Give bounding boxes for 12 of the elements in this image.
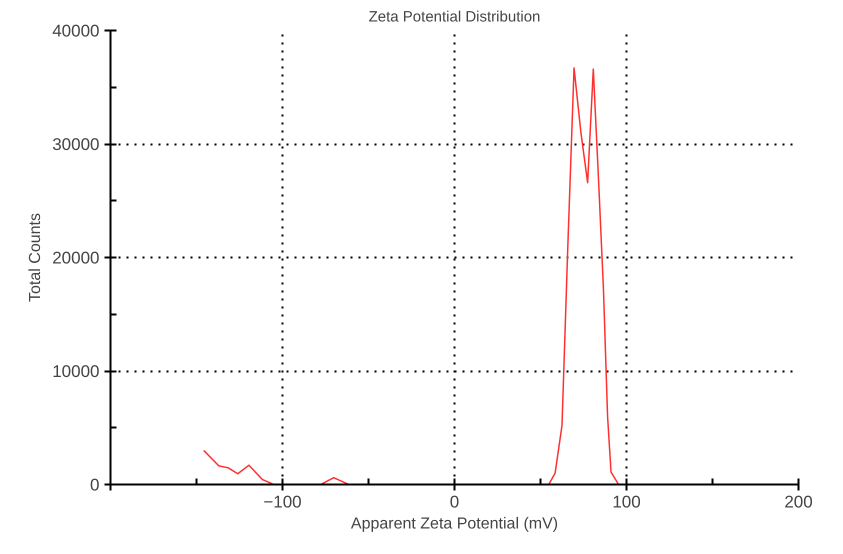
y-tick-label: 30000 <box>52 135 100 154</box>
y-axis-title: Total Counts <box>27 213 44 302</box>
x-tick-label: −100 <box>263 492 302 512</box>
y-tick-label: 0 <box>90 476 100 494</box>
x-tick-label: 0 <box>450 492 460 512</box>
x-tick-label: 200 <box>784 492 813 512</box>
chart-title: Zeta Potential Distribution <box>368 8 540 26</box>
y-tick-label: 10000 <box>52 362 100 381</box>
y-tick-label: 40000 <box>52 22 100 40</box>
y-tick-label: 20000 <box>52 248 100 268</box>
x-tick-label: 100 <box>612 492 641 512</box>
x-axis-title: Apparent Zeta Potential (mV) <box>350 516 558 532</box>
